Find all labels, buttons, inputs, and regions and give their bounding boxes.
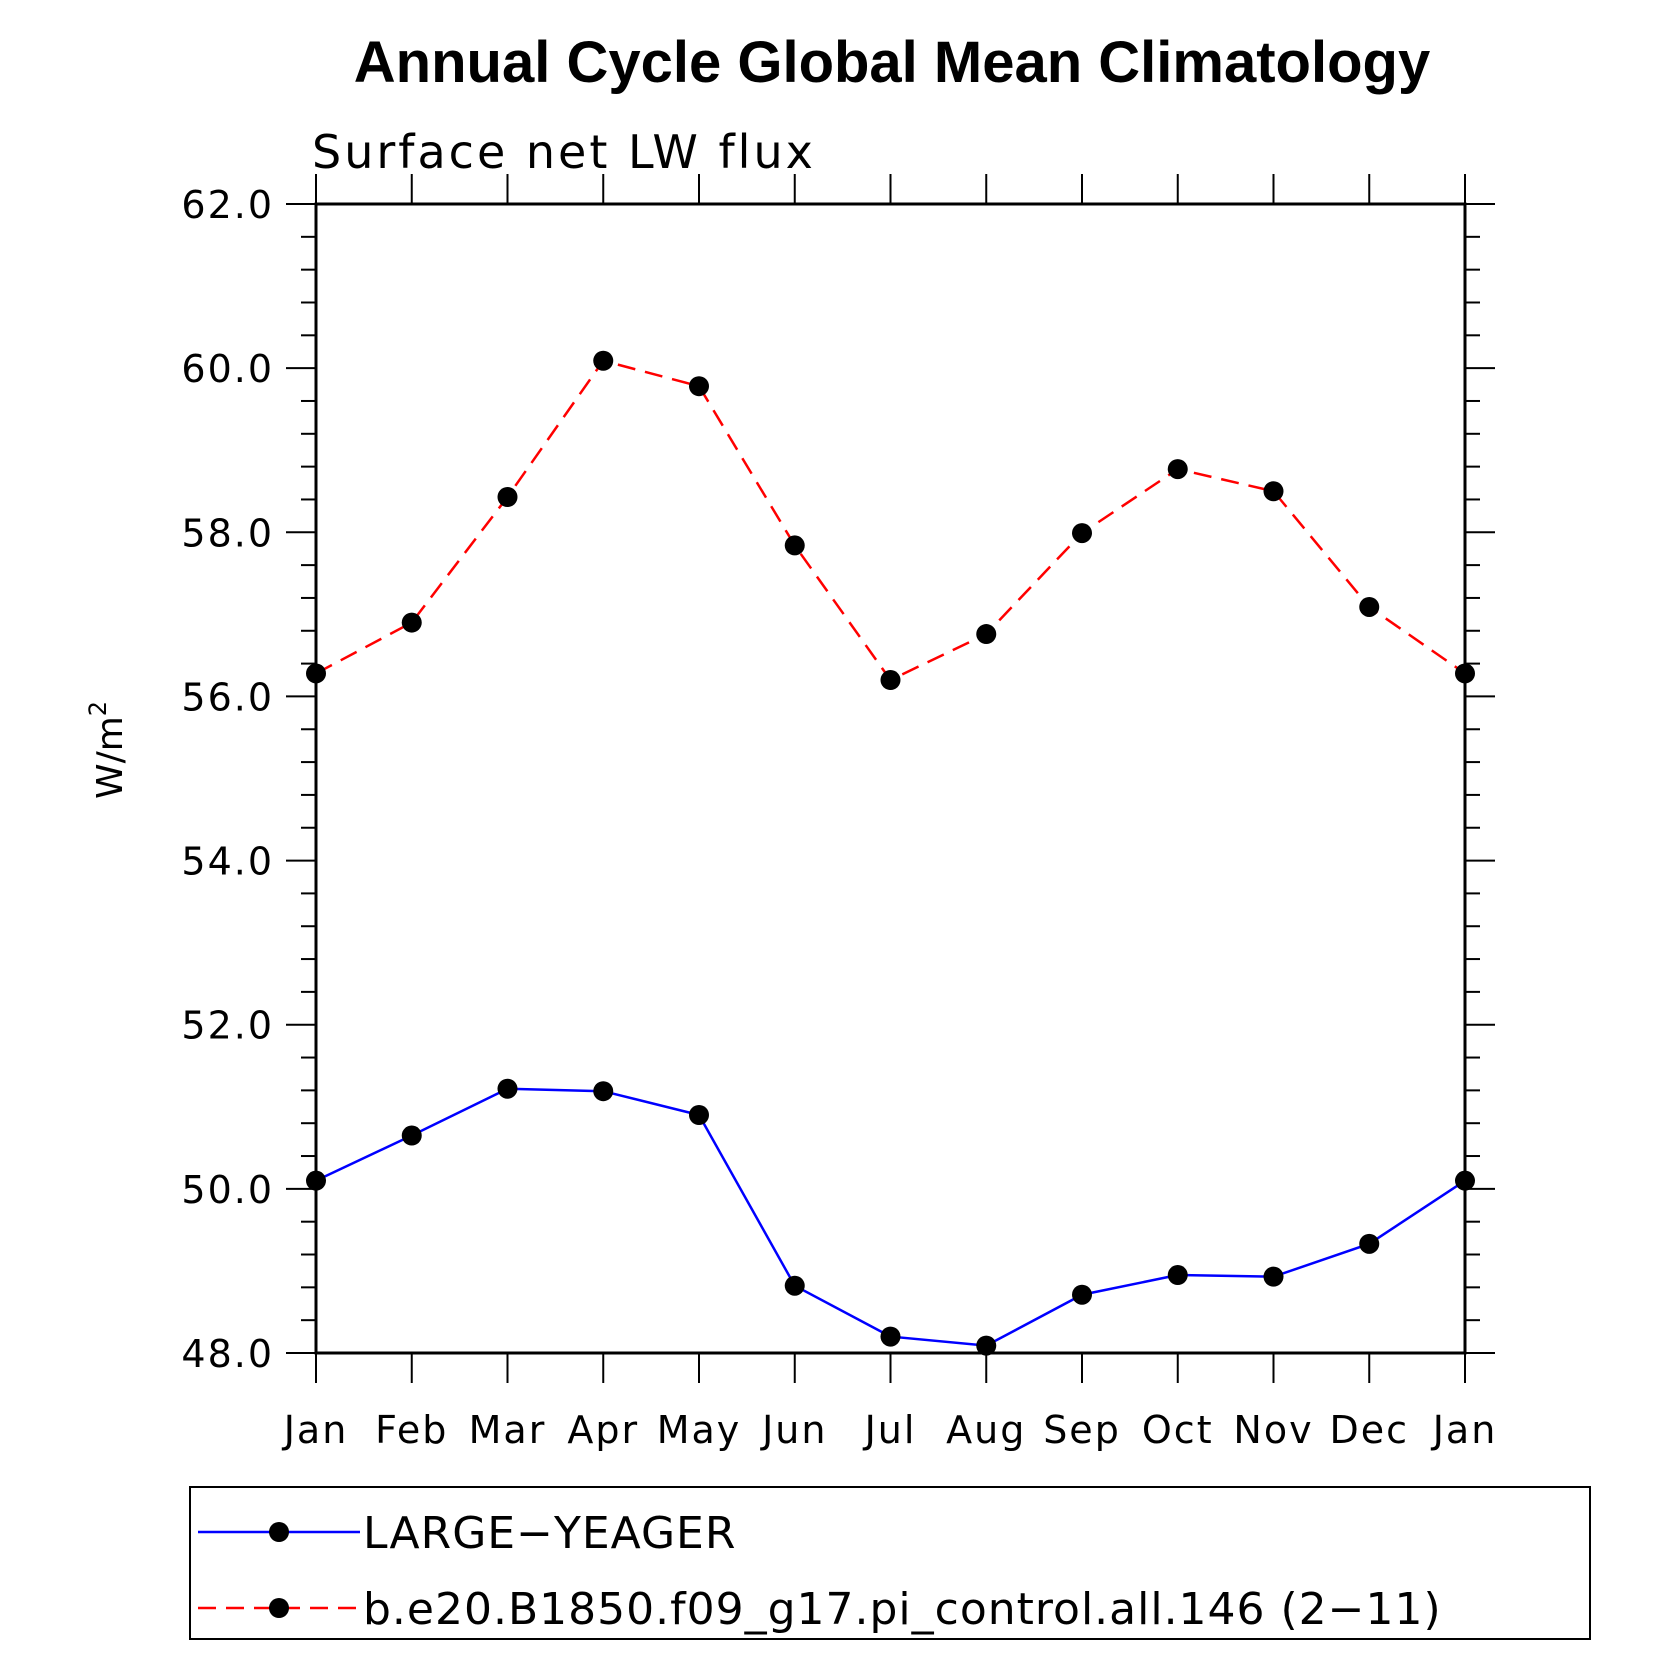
series-1-point <box>497 1078 518 1099</box>
series-1-point <box>1167 1265 1188 1286</box>
x-tick-label: May <box>657 1408 742 1452</box>
legend: LARGE−YEAGER b.e20.B1850.f09_g17.pi_contr… <box>189 1486 1591 1640</box>
y-tick-label: 58.0 <box>181 511 274 555</box>
series-2-point <box>1263 481 1284 502</box>
plot-area: 48.0 50.0 52.0 54.0 56.0 58.0 60.0 62.0 Jan Feb Ma… <box>181 174 1498 1452</box>
x-tick-label: Jan <box>1431 1408 1498 1452</box>
series-1-point <box>784 1275 805 1296</box>
series-1-point <box>593 1081 614 1102</box>
y-tick-label: 48.0 <box>181 1332 274 1376</box>
chart-title: Annual Cycle Global Mean Climatology <box>354 30 1430 95</box>
legend-label-2: b.e20.B1850.f09_g17.pi_control.all.146 (… <box>363 1584 1442 1635</box>
series-1-point <box>306 1170 326 1191</box>
x-tick-label: Aug <box>946 1408 1026 1452</box>
y-tick-label: 60.0 <box>181 347 274 391</box>
series-1-point <box>1072 1284 1092 1305</box>
series-line-1 <box>315 1087 1466 1347</box>
series-2-point <box>880 670 901 691</box>
series-2-point <box>1072 523 1092 544</box>
x-tick-label: Jan <box>282 1408 349 1452</box>
series-2-point <box>401 612 422 633</box>
chart-subtitle: Surface net LW flux <box>312 125 816 179</box>
x-tick-label: Jun <box>760 1408 827 1452</box>
legend-box <box>189 1486 1591 1640</box>
legend-marker-1 <box>269 1522 289 1542</box>
x-tick-label: Nov <box>1233 1408 1313 1452</box>
series-1-point <box>1359 1233 1380 1254</box>
y-axis-label: W/m2 <box>84 701 131 799</box>
legend-marker-2 <box>269 1598 289 1618</box>
y-axis-label-superscript: 2 <box>84 701 112 716</box>
x-tick-label: Jul <box>863 1408 917 1452</box>
series-2-point <box>784 535 805 556</box>
series-1-point <box>976 1335 997 1356</box>
series-2-point <box>1359 596 1380 617</box>
x-tick-label: Apr <box>567 1408 639 1452</box>
y-tick-label: 54.0 <box>181 840 274 884</box>
series-2-point <box>497 486 518 507</box>
x-tick-label: Oct <box>1142 1408 1214 1452</box>
series-2-point <box>306 663 326 684</box>
plot-frame <box>314 202 1467 1355</box>
series-1-point <box>1263 1266 1284 1287</box>
series-2-point <box>1455 663 1475 684</box>
series-2-point <box>689 376 709 397</box>
x-tick-label: Sep <box>1043 1408 1121 1452</box>
series-2-point <box>1167 459 1188 480</box>
y-axis-label-base: W/m <box>90 716 131 799</box>
series-1-point <box>1455 1170 1475 1191</box>
x-tick-label: Mar <box>469 1408 547 1452</box>
y-tick-label: 52.0 <box>181 1004 274 1048</box>
series-1-point <box>880 1326 901 1347</box>
legend-label-1: LARGE−YEAGER <box>363 1508 736 1559</box>
y-tick-label: 50.0 <box>181 1168 274 1212</box>
y-tick-label: 56.0 <box>181 675 274 719</box>
x-tick-label: Dec <box>1329 1408 1409 1452</box>
series-1-point <box>401 1125 422 1146</box>
series-line-2 <box>315 359 1466 682</box>
x-tick-label: Feb <box>375 1408 448 1452</box>
y-tick-label: 62.0 <box>181 183 274 227</box>
series-1-point <box>689 1104 709 1125</box>
series-2-point <box>593 350 614 371</box>
series-2-point <box>976 624 997 645</box>
